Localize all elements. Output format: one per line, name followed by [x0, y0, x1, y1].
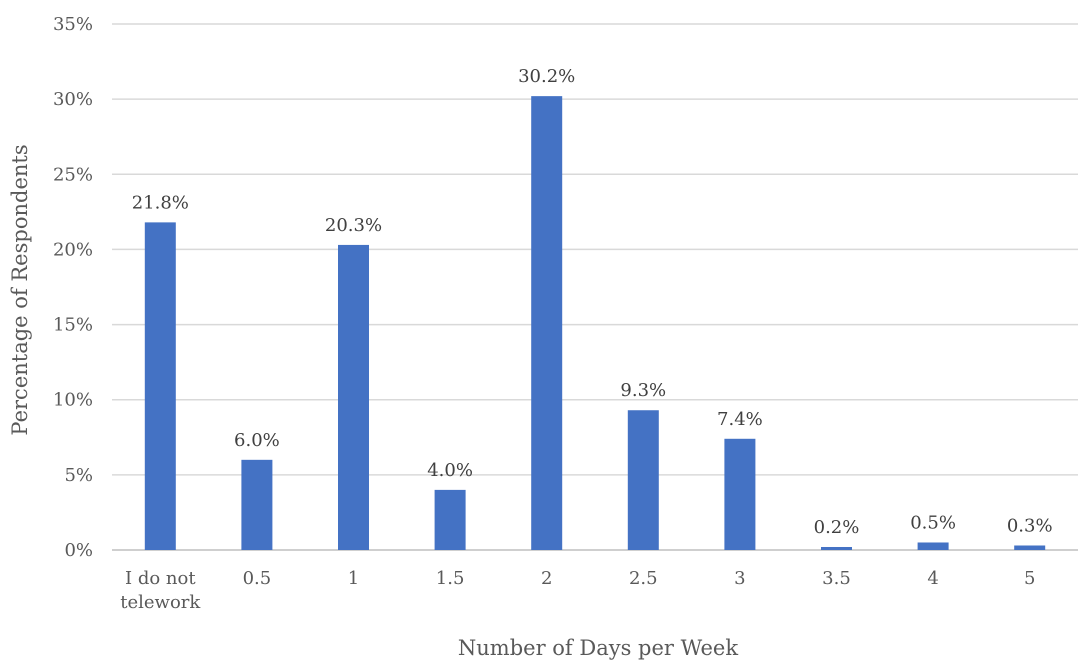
- data-label: 30.2%: [518, 66, 575, 87]
- data-label: 20.3%: [325, 215, 382, 236]
- gridlines: [112, 23, 1078, 551]
- bars: [144, 96, 1046, 551]
- y-tick-label: 15%: [53, 315, 93, 336]
- x-tick-label: I do not telework: [120, 568, 201, 613]
- y-tick-label: 25%: [53, 164, 93, 185]
- x-axis-ticks: I do not telework 0.5 1 1.5 2 2.5 3 3.5 4 5: [120, 568, 1035, 613]
- y-tick-label: 30%: [53, 89, 93, 110]
- bar: [144, 222, 176, 550]
- x-tick-label: 1.5: [436, 568, 465, 589]
- bar: [821, 546, 852, 550]
- y-axis-title: Percentage of Respondents: [8, 144, 32, 435]
- x-tick-label: 3.5: [822, 568, 851, 589]
- bar: [338, 244, 369, 551]
- data-label: 6.0%: [234, 430, 280, 451]
- bar: [434, 489, 466, 550]
- bar: [531, 96, 563, 550]
- data-label: 0.5%: [910, 512, 956, 533]
- bar: [1014, 545, 1046, 550]
- x-tick-label: 5: [1024, 568, 1035, 589]
- x-tick-label: 1: [348, 568, 359, 589]
- data-label: 0.3%: [1007, 515, 1053, 536]
- bar: [917, 542, 949, 550]
- y-tick-label: 35%: [53, 14, 93, 35]
- x-tick-label: 0.5: [243, 568, 272, 589]
- x-axis-title: Number of Days per Week: [458, 636, 738, 660]
- bar: [724, 438, 756, 550]
- y-tick-label: 0%: [64, 540, 93, 561]
- y-tick-label: 5%: [64, 465, 93, 486]
- x-tick-label: 4: [927, 568, 938, 589]
- y-tick-label: 10%: [53, 390, 93, 411]
- data-label: 7.4%: [717, 409, 763, 430]
- data-label: 9.3%: [620, 380, 666, 401]
- x-tick-label: 3: [734, 568, 745, 589]
- y-tick-label: 20%: [53, 239, 93, 260]
- data-label: 21.8%: [132, 192, 189, 213]
- y-axis-ticks: 0% 5% 10% 15% 20% 25% 30% 35%: [53, 14, 93, 561]
- bar: [241, 459, 273, 550]
- x-tick-label: 2: [541, 568, 552, 589]
- x-tick-label: 2.5: [629, 568, 658, 589]
- bar: [627, 410, 659, 550]
- data-label: 4.0%: [427, 460, 473, 481]
- data-label: 0.2%: [814, 517, 860, 538]
- data-labels: 21.8% 6.0% 20.3% 4.0% 30.2% 9.3% 7.4% 0.2% 0.5% 0…: [132, 66, 1053, 538]
